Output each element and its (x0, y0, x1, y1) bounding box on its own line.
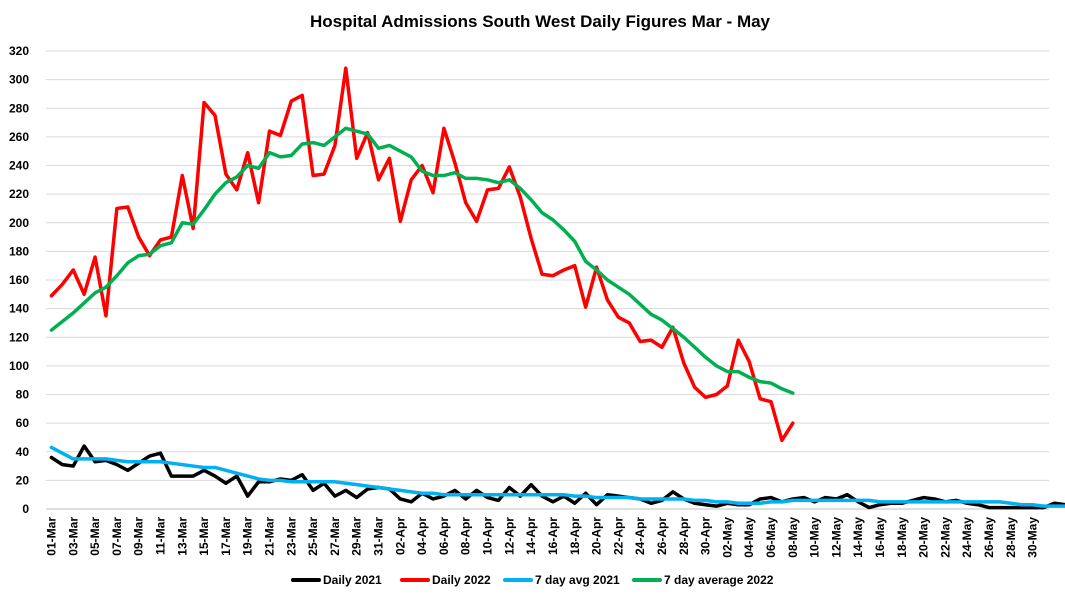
x-tick-label: 08-May (786, 517, 800, 558)
x-tick-label: 23-Mar (284, 517, 298, 556)
x-tick-label: 31-Mar (372, 517, 386, 556)
legend-label: 7 day avg 2021 (535, 573, 620, 587)
x-tick-label: 08-Apr (459, 517, 473, 555)
x-tick-label: 10-May (808, 517, 822, 558)
x-tick-label: 30-May (1026, 517, 1040, 558)
y-tick-label: 120 (9, 330, 29, 344)
x-tick-label: 15-Mar (197, 517, 211, 556)
y-tick-label: 20 (16, 473, 30, 487)
x-tick-label: 04-May (742, 517, 756, 558)
x-tick-label: 28-May (1004, 517, 1018, 558)
x-tick-label: 12-Apr (502, 517, 516, 555)
series-line-daily-2021 (49, 444, 1065, 510)
x-tick-label: 30-Apr (699, 517, 713, 555)
x-tick-label: 05-Mar (88, 517, 102, 556)
x-tick-label: 02-May (720, 517, 734, 558)
x-axis-ticks: 01-Mar 03-Mar 05-Mar 07-Mar 09-Mar 11-Mar 13-M… (44, 517, 1039, 558)
x-tick-label: 27-Mar (328, 517, 342, 556)
x-tick-label: 12-May (829, 517, 843, 558)
series-line-daily-2022 (49, 66, 795, 443)
y-tick-label: 40 (16, 445, 30, 459)
series-lines (49, 66, 1065, 510)
y-tick-label: 140 (9, 302, 29, 316)
y-tick-label: 200 (9, 216, 29, 230)
series-line-7-day-average-2022 (49, 126, 795, 395)
y-tick-label: 0 (22, 502, 29, 516)
x-tick-label: 20-May (917, 517, 931, 558)
x-tick-label: 03-Mar (66, 517, 80, 556)
y-tick-label: 260 (9, 130, 29, 144)
x-tick-label: 01-Mar (44, 517, 58, 556)
x-tick-label: 06-May (764, 517, 778, 558)
y-tick-label: 240 (9, 159, 29, 173)
y-tick-label: 160 (9, 273, 29, 287)
legend-label: Daily 2021 (323, 573, 382, 587)
x-tick-label: 18-Apr (568, 517, 582, 555)
x-tick-label: 29-Mar (350, 517, 364, 556)
x-tick-label: 14-May (851, 517, 865, 558)
y-tick-label: 180 (9, 244, 29, 258)
x-tick-label: 16-May (873, 517, 887, 558)
y-tick-label: 280 (9, 101, 29, 115)
y-tick-label: 220 (9, 187, 29, 201)
x-tick-label: 02-Apr (393, 517, 407, 555)
x-tick-label: 19-Mar (241, 517, 255, 556)
x-tick-label: 22-Apr (611, 517, 625, 555)
legend-label: Daily 2022 (432, 573, 491, 587)
y-tick-label: 320 (9, 44, 29, 58)
x-tick-label: 26-May (982, 517, 996, 558)
x-tick-label: 24-May (960, 517, 974, 558)
legend-label: 7 day average 2022 (664, 573, 774, 587)
x-tick-label: 28-Apr (677, 517, 691, 555)
x-tick-label: 22-May (938, 517, 952, 558)
y-tick-label: 80 (16, 388, 30, 402)
x-tick-label: 18-May (895, 517, 909, 558)
x-tick-label: 13-Mar (175, 517, 189, 556)
x-tick-label: 24-Apr (633, 517, 647, 555)
x-tick-label: 10-Apr (481, 517, 495, 555)
x-tick-label: 16-Apr (546, 517, 560, 555)
x-tick-label: 07-Mar (110, 517, 124, 556)
legend: Daily 2021 Daily 2022 7 day avg 2021 7 day … (291, 573, 774, 587)
x-tick-label: 20-Apr (590, 517, 604, 555)
x-tick-label: 11-Mar (153, 517, 167, 555)
x-tick-label: 17-Mar (219, 517, 233, 556)
y-tick-label: 60 (16, 416, 30, 430)
x-tick-label: 25-Mar (306, 517, 320, 556)
y-tick-label: 300 (9, 73, 29, 87)
x-tick-label: 04-Apr (415, 517, 429, 555)
x-tick-label: 26-Apr (655, 517, 669, 555)
x-tick-label: 14-Apr (524, 517, 538, 555)
y-tick-label: 100 (9, 359, 29, 373)
gridlines (46, 50, 1049, 510)
series-line-7-day-avg-2021 (49, 445, 1065, 508)
y-axis-ticks: 0 20 40 60 80 100 120 140 160 180 200 220 240 260 280 3… (9, 44, 29, 516)
x-tick-label: 21-Mar (262, 517, 276, 556)
x-tick-label: 09-Mar (132, 517, 146, 556)
x-tick-label: 06-Apr (437, 517, 451, 555)
chart-title: Hospital Admissions South West Daily Fig… (310, 12, 771, 31)
